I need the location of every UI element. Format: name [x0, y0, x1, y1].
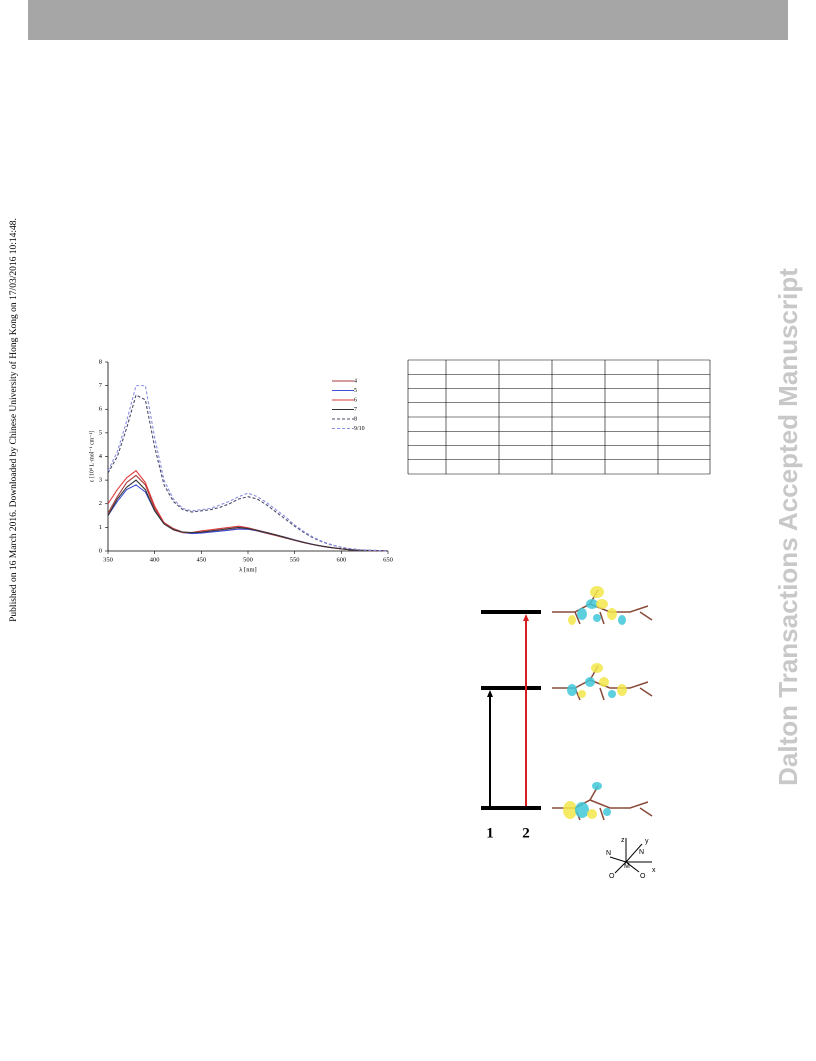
arrow-head: [523, 614, 529, 621]
watermark: Dalton Transactions Accepted Manuscript: [773, 268, 803, 786]
arrow-head: [487, 690, 493, 697]
legend-label: 7: [354, 407, 357, 413]
diagram: 1 2 z y x N N O O M: [481, 586, 656, 880]
legend-label: 5: [354, 388, 357, 394]
orbital-lobe: [603, 808, 611, 816]
data-line: [107, 385, 389, 552]
orbital-lobe: [618, 615, 626, 625]
atom-label: O: [609, 873, 615, 880]
transition-label: 1: [486, 825, 494, 841]
orbital-lobe: [568, 615, 576, 625]
orbital-lobe: [578, 690, 586, 698]
x-tick-label: 600: [336, 556, 346, 563]
orbital-lobe: [590, 586, 604, 598]
atom-label: M: [624, 863, 630, 870]
header-bar: [28, 0, 788, 40]
x-tick-label: 400: [150, 556, 160, 563]
y-tick-label: 7: [99, 382, 103, 389]
orbital-lobe: [593, 614, 601, 622]
axis-glyph: z y x N N O O M: [606, 837, 656, 880]
x-axis-label: λ [nm]: [239, 566, 256, 573]
axis-line: [614, 861, 627, 874]
orbital-lobe: [607, 608, 617, 620]
axis-line: [609, 856, 627, 863]
orbital-lobe: [591, 663, 603, 673]
orbital-lobe: [585, 677, 595, 687]
axis-label: z: [621, 837, 625, 844]
orbital-images: [552, 586, 653, 821]
orbital-lobe: [575, 802, 589, 818]
atom-label: N: [639, 849, 644, 856]
x-tick-label: 350: [103, 556, 113, 563]
y-tick-label: 1: [99, 524, 102, 531]
data-line: [107, 474, 389, 552]
legend-label: 4: [354, 378, 357, 384]
orbital-lobe: [617, 684, 627, 696]
table: [407, 359, 711, 475]
orbital-lobe: [587, 809, 597, 819]
x-tick-label: 500: [243, 556, 253, 563]
y-tick-label: 3: [99, 477, 102, 484]
legend-label: 8: [354, 416, 357, 422]
orbital-lobe: [599, 677, 609, 687]
axis-label: x: [652, 867, 656, 874]
molecule-skeleton: [552, 785, 653, 821]
x-tick-label: 550: [290, 556, 300, 563]
y-tick-label: 2: [99, 500, 102, 507]
side-note: Published on 16 March 2016. Downloaded b…: [8, 218, 19, 622]
orbital-lobe: [596, 599, 608, 609]
axis-line: [625, 843, 643, 863]
y-axis-label: ε [10⁴ L·mol⁻¹ cm⁻¹]: [89, 431, 95, 482]
atom-label: O: [640, 873, 646, 880]
x-tick-label: 450: [196, 556, 206, 563]
y-tick-label: 0: [99, 547, 102, 554]
chart: 0 1 2 3 4 5 6 7 8 350 400 450 500 550 600 650 λ [nm] ε [1…: [89, 358, 393, 573]
legend-label: 6: [354, 397, 357, 403]
axis-line: [625, 861, 640, 873]
data-line: [107, 479, 389, 552]
orbital-lobe: [608, 690, 616, 698]
y-tick-label: 4: [99, 453, 103, 460]
legend-label: 9/10: [354, 426, 365, 432]
y-tick-label: 6: [99, 406, 103, 413]
transition-label: 2: [522, 825, 530, 841]
axis-label: y: [645, 838, 649, 845]
orbital-lobe: [567, 684, 577, 696]
atom-label: N: [606, 850, 611, 857]
y-tick-label: 5: [99, 429, 102, 436]
orbital-lobe: [563, 801, 577, 819]
orbital-lobe: [577, 608, 587, 620]
y-tick-label: 8: [99, 358, 102, 365]
orbital-lobe: [586, 599, 598, 609]
data-line: [107, 469, 389, 552]
orbital-lobe: [592, 782, 602, 790]
x-tick-label: 650: [383, 556, 393, 563]
